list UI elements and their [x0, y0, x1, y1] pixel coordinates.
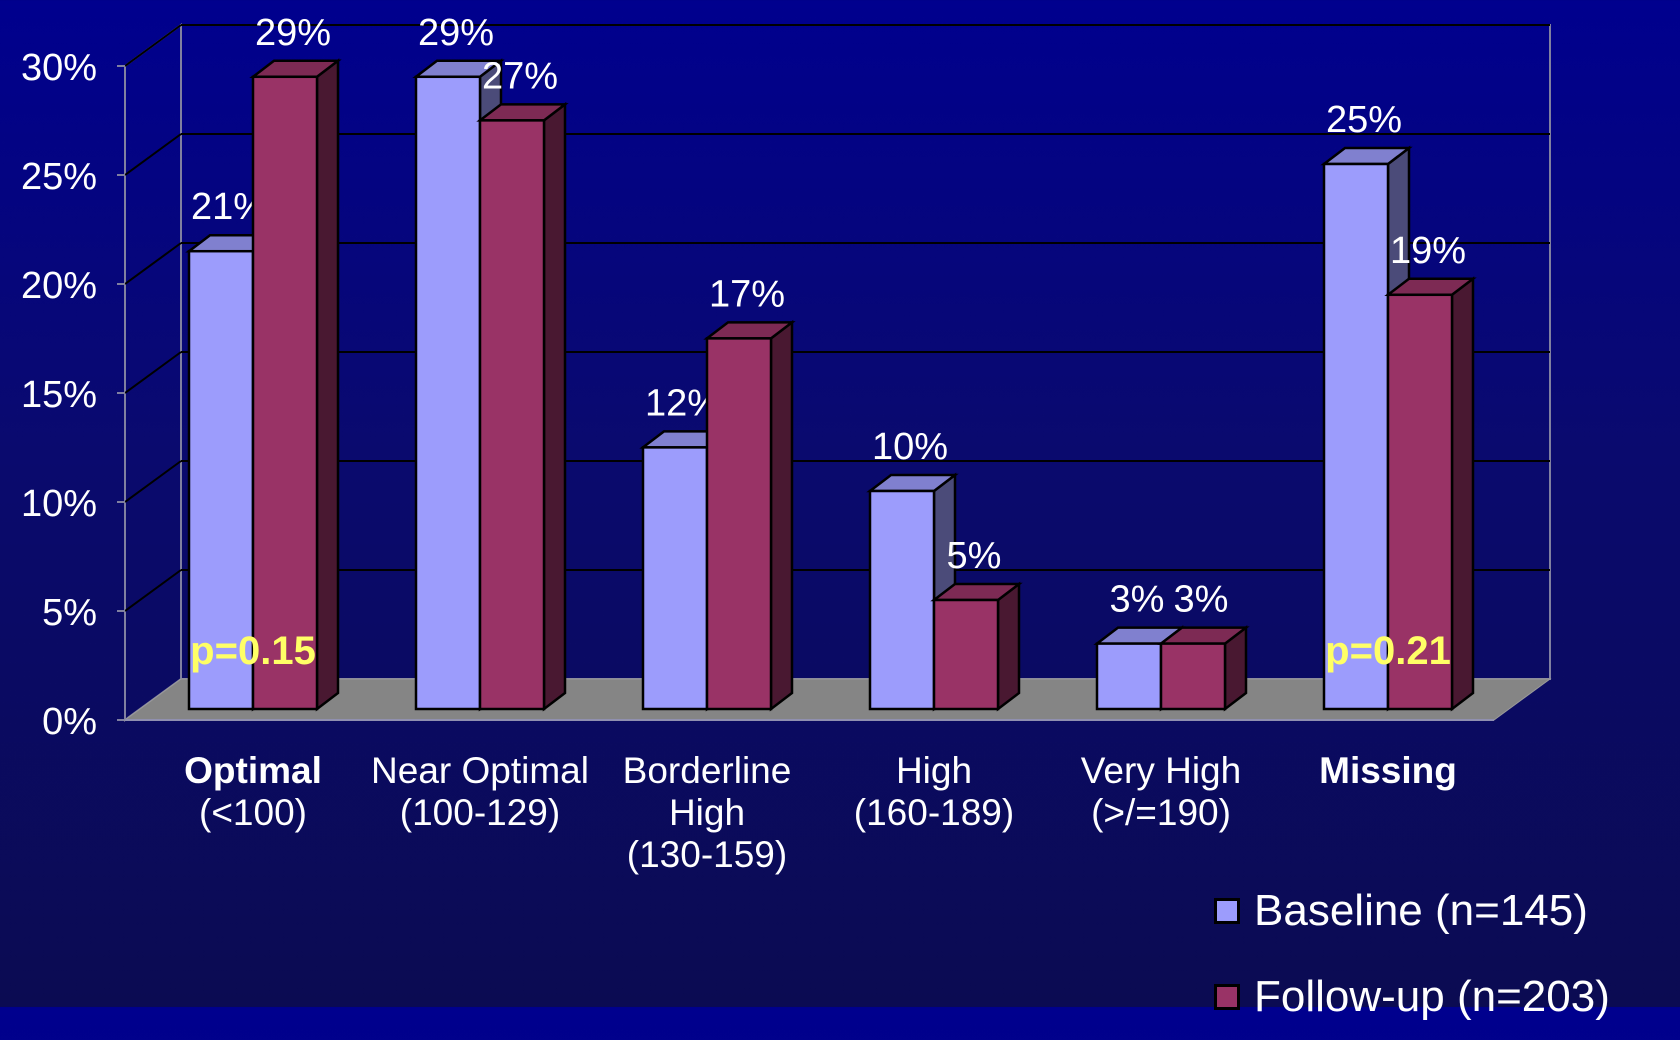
- legend-item-baseline: Baseline (n=145): [1214, 868, 1610, 954]
- bar-baseline-1: [414, 75, 482, 711]
- y-tick-label: 10%: [21, 483, 97, 525]
- legend-item-follow-up: Follow-up (n=203): [1214, 954, 1610, 1040]
- bar-side-1-2: [769, 319, 794, 712]
- p-value-annotation: p=0.15: [190, 629, 316, 673]
- bar-follow-up-3: [932, 598, 1000, 711]
- gridline-side: [124, 569, 182, 612]
- bar-side-1-1: [542, 101, 567, 712]
- legend-label-follow-up: Follow-up (n=203): [1254, 972, 1610, 1021]
- y-tick-label: 20%: [21, 265, 97, 307]
- gridline-side: [124, 351, 182, 394]
- x-tick-label: (<100): [199, 792, 307, 833]
- bar-follow-up-2: [705, 337, 773, 711]
- y-tick-label: 30%: [21, 47, 97, 89]
- data-label: 5%: [947, 535, 1002, 577]
- data-label: 25%: [1326, 99, 1402, 141]
- x-tick-label: Very High: [1081, 750, 1241, 791]
- gridline-side: [124, 24, 182, 67]
- bar-baseline-4: [1095, 642, 1163, 711]
- data-label: 19%: [1390, 230, 1466, 272]
- bar-baseline-2: [641, 446, 709, 711]
- gridline-side: [124, 242, 182, 285]
- bar-side-1-0: [315, 58, 340, 712]
- chart-root: 0% 5% 10% 15% 20% 25% 30% 21% 29% Optimal (<100) 29…: [21, 12, 1552, 875]
- bar-follow-up-4: [1159, 642, 1227, 711]
- data-label: 29%: [418, 12, 494, 54]
- gridline-side: [124, 460, 182, 503]
- data-label: 3%: [1110, 579, 1165, 621]
- x-tick-label: Near Optimal: [371, 750, 589, 791]
- y-tick-label: 0%: [42, 701, 97, 743]
- legend-label-baseline: Baseline (n=145): [1254, 886, 1588, 935]
- bar-baseline-5: [1322, 162, 1390, 711]
- data-label: 10%: [872, 426, 948, 468]
- y-tick-label: 25%: [21, 156, 97, 198]
- x-tick-label: Borderline: [623, 750, 792, 791]
- bar-baseline-3: [868, 489, 936, 711]
- x-tick-label: (100-129): [400, 792, 560, 833]
- gridline-side: [124, 133, 182, 176]
- y-tick-label: 15%: [21, 374, 97, 416]
- x-tick-label: Optimal: [184, 750, 322, 791]
- bar-side-1-5: [1450, 276, 1475, 712]
- bar-baseline-0: [187, 249, 255, 711]
- legend-swatch-baseline: [1214, 898, 1240, 924]
- chart-legend: Baseline (n=145) Follow-up (n=203): [1214, 868, 1610, 1040]
- x-tick-label: (160-189): [854, 792, 1014, 833]
- data-label: 3%: [1174, 579, 1229, 621]
- x-tick-label: High: [896, 750, 972, 791]
- bar-chart: 0%5%10%15%20%25%30%21%29%Optimal(<100)29…: [21, 12, 1552, 875]
- x-tick-label: High: [669, 792, 745, 833]
- data-label: 29%: [255, 12, 331, 54]
- bar-follow-up-1: [478, 119, 546, 711]
- legend-swatch-follow-up: [1214, 984, 1240, 1010]
- x-tick-label: (>/=190): [1091, 792, 1231, 833]
- bar-follow-up-5: [1386, 293, 1454, 711]
- y-tick-label: 5%: [42, 592, 97, 634]
- x-tick-label: Missing: [1319, 750, 1457, 791]
- bar-side-1-3: [996, 581, 1021, 712]
- bar-follow-up-0: [251, 75, 319, 711]
- p-value-annotation: p=0.21: [1325, 629, 1451, 673]
- data-label: 27%: [482, 55, 558, 97]
- data-label: 17%: [709, 273, 785, 315]
- x-tick-label: (130-159): [627, 834, 787, 875]
